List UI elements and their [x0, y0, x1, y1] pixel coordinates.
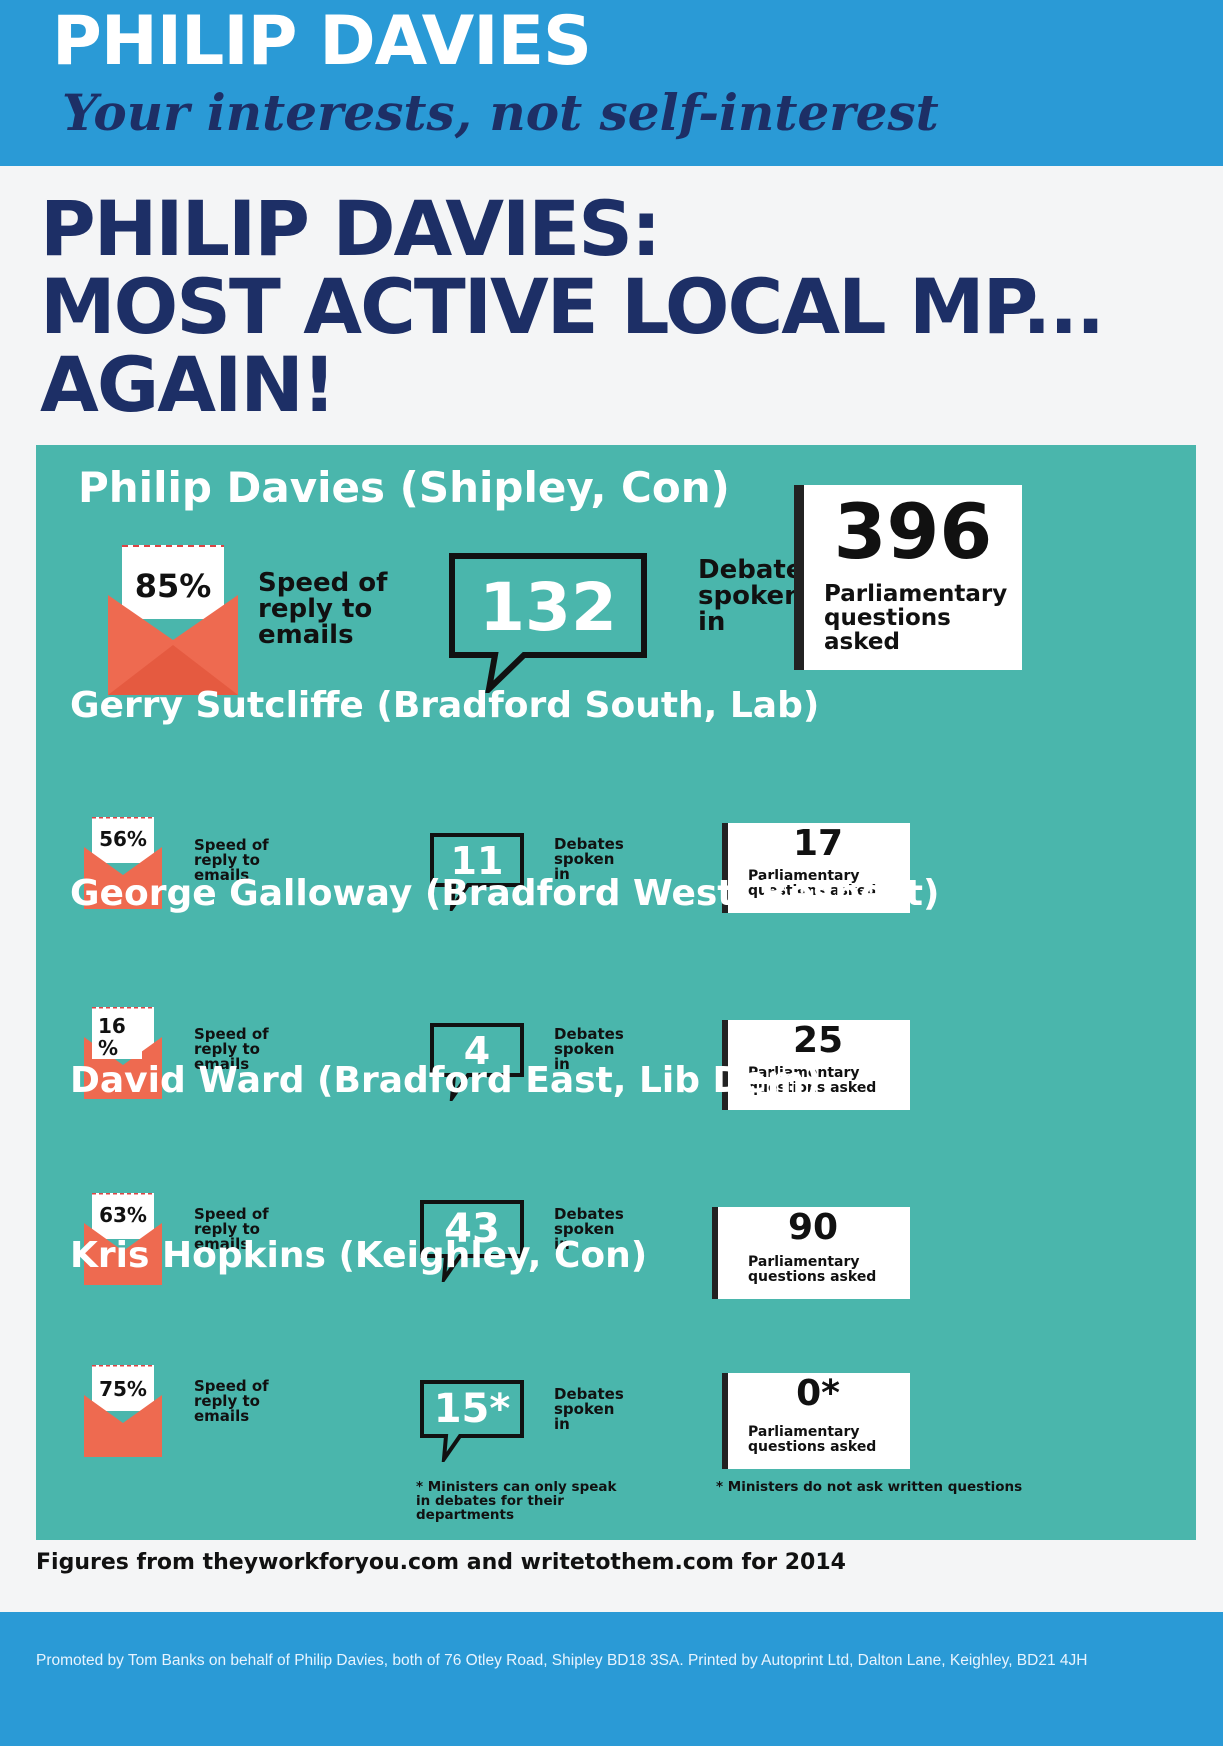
card-spine	[722, 1373, 728, 1469]
headline-line-2: MOST ACTIVE LOCAL MP...	[40, 262, 1105, 351]
questions-label: Parliamentary questions asked	[824, 581, 1008, 656]
mp-name: Gerry Sutcliffe (Bradford South, Lab)	[70, 685, 820, 726]
imprint-text: Promoted by Tom Banks on behalf of Phili…	[36, 1652, 1088, 1669]
debates-label: Debates spoken in	[554, 1025, 624, 1073]
questions-label: Parliamentary questions asked	[748, 1254, 877, 1285]
card-spine	[722, 1020, 728, 1110]
questions-value: 25	[792, 1020, 844, 1061]
questions-label: Parliamentary questions asked	[748, 1065, 877, 1096]
debates-value: 15*	[433, 1386, 511, 1432]
speed-value: 75%	[92, 1377, 154, 1401]
header-name: PHILIP DAVIES	[52, 2, 592, 81]
speed-value: 56%	[92, 827, 154, 851]
questions-card: 90 Parliamentary questions asked	[712, 1207, 910, 1299]
questions-value: 396	[833, 487, 993, 576]
card-spine	[712, 1207, 718, 1299]
questions-card: 17 Parliamentary questions asked	[722, 823, 910, 913]
debates-label: Debates spoken in	[554, 835, 624, 883]
headline-line-1: PHILIP DAVIES:	[40, 184, 661, 273]
ministers-debates-note: * Ministers can only speak in debates fo…	[416, 1479, 617, 1524]
ministers-questions-note: * Ministers do not ask written questions	[716, 1479, 1023, 1495]
questions-value: 17	[792, 823, 844, 864]
debates-value: 4	[463, 1029, 491, 1073]
questions-card: 25 Parliamentary questions asked	[722, 1020, 910, 1110]
envelope-icon: 63%	[84, 1193, 162, 1285]
header-banner: PHILIP DAVIES Your interests, not self-i…	[0, 0, 1223, 166]
speed-label: Speed of reply to emails	[258, 568, 388, 650]
speech-bubble-icon: 43	[420, 1200, 524, 1282]
card-spine	[722, 823, 728, 913]
mp-name: David Ward (Bradford East, Lib Dem)	[70, 1060, 821, 1101]
questions-value: 0*	[796, 1373, 840, 1414]
speed-label: Speed of reply to emails	[194, 836, 269, 884]
mp-name: George Galloway (Bradford West, Respect)	[70, 873, 940, 914]
mp-name: Philip Davies (Shipley, Con)	[78, 463, 730, 512]
debates-label: Debates spoken in	[554, 1205, 624, 1253]
envelope-icon: 56%	[84, 817, 162, 909]
debates-value: 11	[450, 839, 504, 883]
speech-bubble-icon: 132	[449, 553, 647, 693]
debates-value: 43	[444, 1206, 500, 1252]
speech-bubble-icon: 11	[430, 833, 524, 911]
questions-label: Parliamentary questions asked	[748, 1424, 877, 1455]
questions-label: Parliamentary questions asked	[748, 868, 877, 899]
mp-name: Kris Hopkins (Keighley, Con)	[70, 1235, 648, 1276]
stats-panel: Philip Davies (Shipley, Con) 85% Speed o…	[36, 445, 1196, 1540]
speech-bubble-icon: 15*	[420, 1380, 524, 1462]
speed-value: 85%	[122, 567, 224, 605]
speed-label: Speed of reply to emails	[194, 1377, 269, 1425]
headline-line-3: AGAIN!	[40, 340, 337, 429]
card-spine	[794, 485, 804, 670]
header-slogan: Your interests, not self-interest	[62, 83, 939, 142]
speed-value: 16 %	[92, 1015, 142, 1059]
envelope-icon: 75%	[84, 1365, 162, 1457]
speech-bubble-icon: 4	[430, 1023, 524, 1101]
questions-value: 90	[787, 1207, 839, 1248]
envelope-icon: 85%	[108, 545, 238, 695]
speed-value: 63%	[92, 1203, 154, 1227]
speed-label: Speed of reply to emails	[194, 1025, 269, 1073]
headline: PHILIP DAVIES: MOST ACTIVE LOCAL MP... A…	[40, 190, 1180, 424]
speed-label: Speed of reply to emails	[194, 1205, 269, 1253]
debates-value: 132	[479, 569, 617, 646]
questions-card: 0* Parliamentary questions asked	[722, 1373, 910, 1469]
footer-banner: Promoted by Tom Banks on behalf of Phili…	[0, 1612, 1223, 1746]
envelope-icon: 16 %	[84, 1007, 162, 1099]
questions-card: 396 Parliamentary questions asked	[794, 485, 1022, 670]
debates-label: Debates spoken in	[554, 1385, 624, 1433]
source-note: Figures from theyworkforyou.com and writ…	[36, 1550, 846, 1575]
